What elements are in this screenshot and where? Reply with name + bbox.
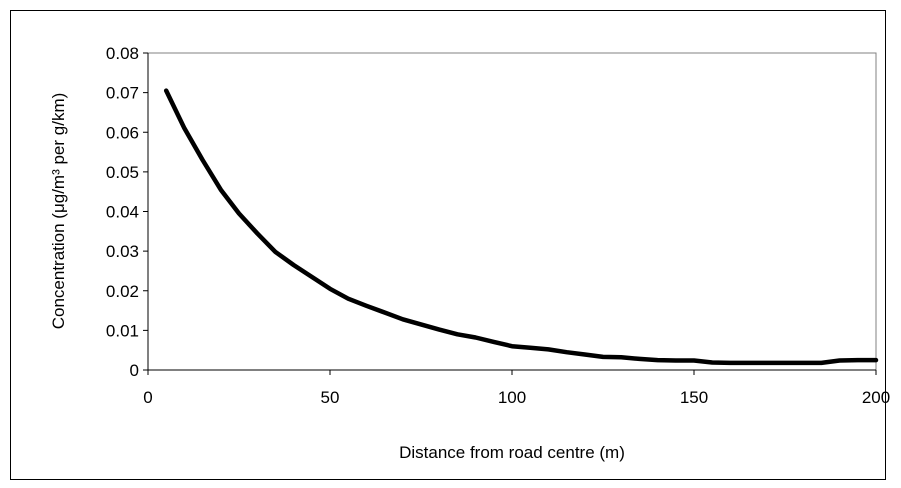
series-line [163, 88, 879, 366]
y-axis-title: Concentration (μg/m³ per g/km) [49, 93, 68, 330]
plot-border [147, 52, 877, 371]
y-tick-label: 0.01 [106, 321, 139, 340]
y-tick-label: 0.06 [106, 123, 139, 142]
y-tick-label: 0.07 [106, 84, 139, 103]
plot-area: 0 0.01 0.02 0.03 0.04 0.05 0.06 0.07 0.08 0 50 100 1… [106, 44, 890, 407]
y-tick-label: 0.04 [106, 203, 139, 222]
x-tick-label: 150 [680, 388, 708, 407]
y-tick-label: 0.03 [106, 242, 139, 261]
y-tick-label: 0.02 [106, 282, 139, 301]
x-tick-label: 100 [498, 388, 526, 407]
x-tick-label: 0 [143, 388, 152, 407]
chart-frame [10, 10, 886, 480]
y-tick-label: 0.08 [106, 44, 139, 63]
x-tick-label: 50 [321, 388, 340, 407]
x-tick-label: 200 [862, 388, 890, 407]
y-tick-label: 0 [130, 361, 139, 380]
y-tick-label: 0.05 [106, 163, 139, 182]
x-axis-title: Distance from road centre (m) [399, 443, 625, 462]
